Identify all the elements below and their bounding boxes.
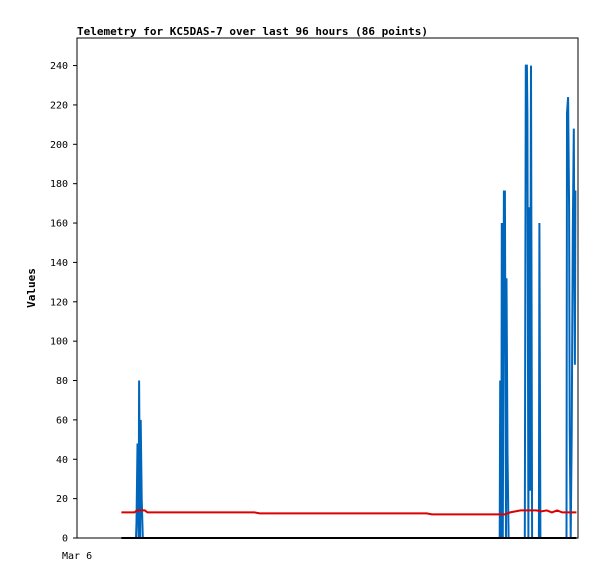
y-tick-label: 180 xyxy=(50,179,68,190)
y-tick-label: 40 xyxy=(56,455,68,466)
y-tick-label: 220 xyxy=(50,100,68,111)
y-tick-label: 0 xyxy=(62,534,68,545)
y-axis-label: Values xyxy=(25,268,38,308)
y-tick-label: 80 xyxy=(56,376,68,387)
y-tick-label: 100 xyxy=(50,337,68,348)
y-tick-label: 200 xyxy=(50,140,68,151)
series-line-2 xyxy=(121,509,577,516)
series-layer xyxy=(121,64,577,539)
y-axis: 0 20 40 60 80 100 120 140 160 180 200 220 240 xyxy=(50,61,77,545)
series-line-1 xyxy=(121,64,577,539)
x-axis: Mar 6 xyxy=(62,551,92,562)
chart-title: Telemetry for KC5DAS-7 over last 96 hour… xyxy=(77,25,428,38)
x-tick-label: Mar 6 xyxy=(62,551,92,562)
y-tick-label: 60 xyxy=(56,415,68,426)
y-tick-label: 240 xyxy=(50,61,68,72)
y-tick-label: 160 xyxy=(50,219,68,230)
y-tick-label: 20 xyxy=(56,494,68,505)
y-tick-label: 140 xyxy=(50,258,68,269)
y-tick-label: 120 xyxy=(50,297,68,308)
